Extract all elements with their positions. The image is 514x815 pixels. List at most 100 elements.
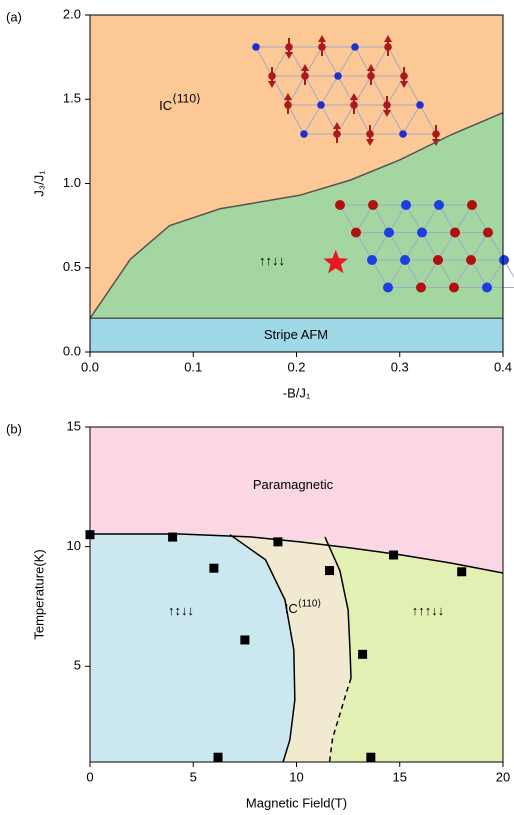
region-label: ↑↑↑↓↓ [412,603,445,618]
data-point [325,566,335,576]
lattice-site [366,130,374,138]
lattice-site [383,282,393,293]
lattice-bond [453,259,472,288]
lattice-bond [437,259,455,288]
lattice-site [333,130,341,138]
x-axis-title: Magnetic Field(T) [246,795,347,810]
panel-label: (a) [6,9,22,24]
data-point [209,563,219,573]
region-label: ↑↑↓↓ [259,253,285,268]
x-tick-label: 0.1 [184,359,202,374]
lattice-site [252,43,260,51]
lattice-bond [487,232,505,261]
y-tick-label: 15 [67,418,81,433]
y-tick-label: 5 [74,658,81,673]
lattice-site [384,43,392,51]
lattice-site [368,200,378,210]
lattice-bond [387,46,405,77]
data-point [389,550,399,560]
lattice-bond [370,75,388,106]
panel: IC⟨110⟩ ↑↑↓↓ Stripe AFM 0.0 0.1 0.2 0.3 0.4 0.0 0… [6,6,514,400]
lattice-site [383,101,391,109]
lattice-bond [337,46,356,77]
lattice-bond [405,204,423,233]
x-axis-title: -B/J₁ [283,385,311,400]
lattice-bond [388,204,407,233]
y-tick-label: 10 [67,538,81,553]
x-tick-label: 0.4 [494,359,512,374]
x-tick-label: 0 [86,769,93,784]
lattice-site [466,255,476,265]
region-label-sup: ⟨110⟩ [172,92,201,106]
lattice-bond [303,104,322,135]
lattice-bond [470,259,488,288]
lattice-bond [402,104,421,135]
lattice-inset [335,200,514,293]
lattice-site [400,255,410,265]
lattice-site [400,72,408,80]
spin-head [400,81,408,88]
x-tick-label: 5 [190,769,197,784]
lattice-site [467,200,477,210]
lattice-bond [369,104,388,135]
lattice-site [350,101,358,109]
lattice-bond [386,75,405,106]
lattice-site [367,72,375,80]
phase-boundary [90,533,504,574]
x-tick-label: 10 [289,769,303,784]
lattice-bond [371,259,389,288]
lattice-site [317,101,325,109]
lattice-site [416,282,426,293]
lattice-bond [438,204,456,233]
y-axis-title: Temperature(K) [31,549,46,639]
region-label-text: ↑↕↓↓ [168,603,194,618]
region-label-text: IC [159,98,172,113]
phase-region [90,112,503,352]
lattice-bond [420,259,439,288]
lattice-site [300,130,308,138]
lattice-bond [386,104,404,135]
spin-head [333,122,341,129]
spin-head [367,64,375,71]
lattice-bond [419,104,437,135]
data-point [366,752,376,762]
lattice-site [399,130,407,138]
lattice-site [384,227,394,238]
lattice-bond [486,259,505,288]
region-label-text: IC [285,601,298,616]
data-point [213,752,223,762]
lattice-bond [320,75,339,106]
star-marker [323,249,349,274]
y-tick-label: 0.5 [63,259,81,274]
spin-head [301,64,309,71]
lattice-bond [470,232,489,261]
lattice-site [351,43,359,51]
spin-head [366,139,374,146]
lattice-site [318,43,326,51]
panel-label: (b) [6,421,22,436]
lattice-bond [454,232,472,261]
lattice-bond [320,104,338,135]
lattice-bond [421,204,440,233]
lattice-bond [321,46,339,77]
x-tick-label: 0.0 [81,359,99,374]
lattice-site [499,255,509,265]
lattice-site [268,72,276,80]
y-tick-label: 1.5 [63,91,81,106]
lattice-site [416,101,424,109]
lattice-site [351,227,361,238]
lattice-site [301,72,309,80]
lattice-site [434,200,444,210]
region-label-text: ↑↑↑↓↓ [412,603,445,618]
region-label-text: Paramagnetic [253,477,334,492]
lattice-site [449,282,459,293]
lattice-bond [503,259,514,279]
lattice-bond [287,75,306,106]
lattice-bond [353,75,372,106]
spin-head [350,93,358,100]
spin-head [285,52,293,59]
lattice-bond [371,232,390,261]
phase-boundary [324,536,352,679]
lattice-bond [404,232,423,261]
